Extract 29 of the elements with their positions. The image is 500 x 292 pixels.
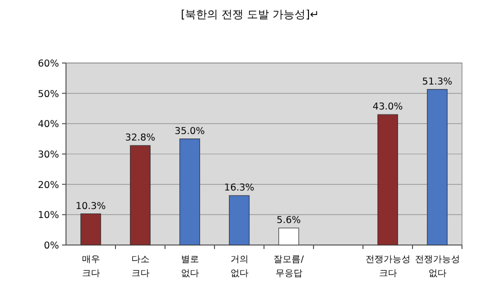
bar — [130, 145, 151, 246]
x-tick-label: 전쟁가능성 크다 — [365, 255, 410, 279]
x-tick-label: 전쟁가능성 없다 — [414, 255, 460, 279]
data-label: 10.3% — [76, 200, 106, 212]
x-tick-label: 잘모름/무응답 — [274, 255, 305, 279]
bar — [228, 195, 250, 246]
title: [북한의 전쟁 도발 가능성]↵ — [180, 8, 320, 21]
y-tick-label: 40% — [38, 119, 59, 130]
data-label: 51.3% — [422, 76, 452, 88]
y-tick-label: 20% — [38, 180, 59, 191]
y-tick-label: 30% — [38, 150, 59, 160]
x-tick-label: 다소 크다 — [131, 255, 150, 279]
bar — [377, 114, 398, 246]
bar — [179, 138, 200, 246]
y-tick-label: 10% — [38, 210, 59, 222]
x-tick-label: 매우 크다 — [82, 255, 100, 279]
y-tick-label: 60% — [38, 58, 59, 70]
bar — [426, 89, 448, 246]
data-label: 32.8% — [125, 132, 156, 144]
data-label: 16.3% — [224, 182, 254, 194]
x-tick-label: 거의 없다 — [230, 255, 248, 279]
bar — [80, 213, 102, 246]
y-tick-label: 50% — [38, 88, 59, 100]
y-tick-label: 0% — [44, 240, 59, 252]
data-label: 35.0% — [174, 126, 205, 137]
x-tick-label: 별로 없다 — [180, 255, 199, 279]
data-label: 43.0% — [372, 102, 403, 113]
bar — [278, 228, 300, 246]
data-label: 5.6% — [276, 215, 301, 226]
